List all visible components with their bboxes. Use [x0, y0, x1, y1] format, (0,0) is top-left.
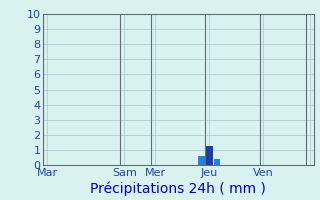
- Bar: [206, 146, 212, 165]
- X-axis label: Précipitations 24h ( mm ): Précipitations 24h ( mm ): [91, 182, 266, 196]
- Bar: [198, 156, 205, 165]
- Bar: [214, 159, 220, 165]
